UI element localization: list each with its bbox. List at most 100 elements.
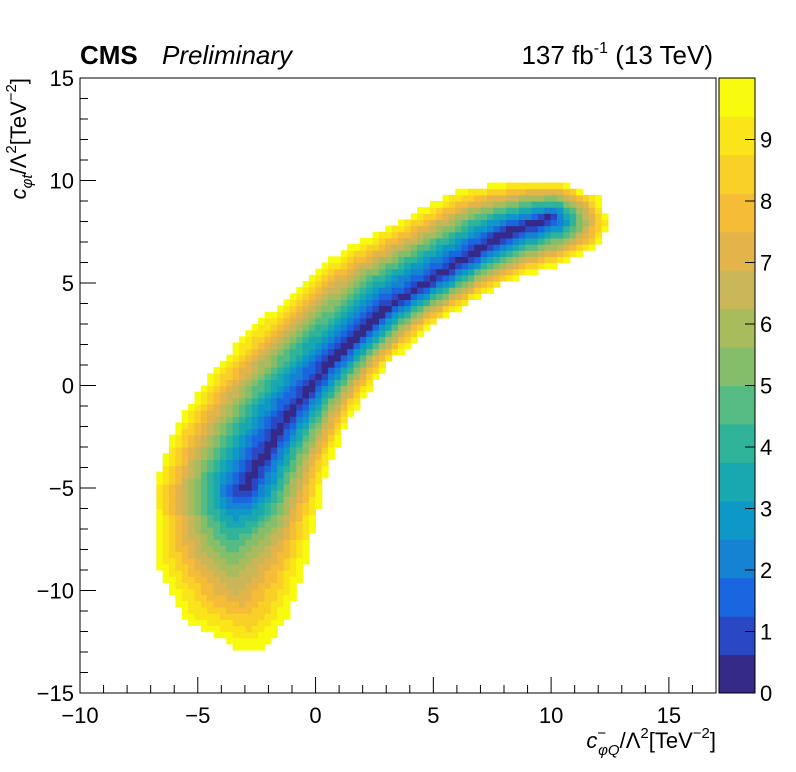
heatmap-cell	[219, 453, 227, 460]
heatmap-cell	[391, 237, 399, 245]
heatmap-cell	[181, 465, 189, 473]
heatmap-cell	[569, 237, 577, 245]
heatmap-cell	[537, 237, 545, 245]
heatmap-cell	[277, 311, 285, 319]
heatmap-cell	[315, 483, 323, 491]
heatmap-cell	[315, 311, 323, 319]
heatmap-cell	[219, 588, 227, 596]
heatmap-cell	[219, 490, 227, 497]
heatmap-cell	[251, 526, 259, 534]
heatmap-cell	[518, 219, 526, 227]
heatmap-cell	[442, 293, 450, 300]
heatmap-cell	[385, 256, 393, 264]
heatmap-cell	[258, 551, 266, 559]
heatmap-cell	[315, 502, 323, 510]
heatmap-cell	[302, 490, 310, 497]
heatmap-cell	[461, 299, 469, 307]
heatmap-cell	[200, 576, 208, 583]
heatmap-cell	[232, 385, 240, 393]
heatmap-cell	[264, 625, 272, 633]
heatmap-cell	[296, 453, 304, 460]
heatmap-cell	[455, 287, 463, 294]
z-tick-label: 6	[760, 312, 772, 337]
heatmap-cell	[518, 262, 526, 270]
heatmap-cell	[340, 330, 348, 337]
heatmap-cell	[302, 311, 310, 319]
heatmap-cell	[194, 434, 202, 442]
heatmap-cell	[359, 305, 367, 313]
heatmap-cell	[334, 305, 342, 313]
heatmap-cell	[347, 367, 355, 374]
heatmap-cell	[404, 342, 412, 350]
heatmap-cell	[436, 305, 444, 313]
heatmap-cell	[429, 317, 437, 325]
heatmap-cell	[200, 422, 208, 430]
heatmap-cell	[461, 244, 469, 251]
heatmap-cell	[531, 268, 539, 276]
heatmap-cell	[595, 207, 603, 214]
heatmap-cell	[169, 533, 176, 540]
heatmap-cell	[258, 330, 266, 337]
heatmap-cell	[258, 416, 266, 423]
heatmap-cell	[239, 631, 246, 639]
heatmap-cell	[283, 545, 291, 553]
heatmap-cell	[340, 354, 348, 362]
heatmap-cell	[544, 231, 552, 239]
heatmap-cell	[461, 231, 469, 239]
heatmap-cell	[321, 459, 329, 467]
heatmap-cell	[181, 508, 189, 516]
heatmap-cell	[353, 342, 361, 350]
heatmap-cell	[277, 563, 285, 571]
heatmap-cell	[194, 514, 202, 522]
heatmap-cell	[544, 194, 552, 202]
heatmap-cell	[175, 582, 183, 590]
heatmap-cell	[283, 483, 291, 491]
heatmap-cell	[200, 447, 208, 454]
heatmap-cell	[518, 213, 526, 221]
color-scale-band	[719, 116, 755, 156]
heatmap-cell	[506, 237, 514, 245]
heatmap-cell	[480, 280, 488, 288]
heatmap-cell	[251, 490, 259, 497]
heatmap-cell	[156, 520, 164, 528]
heatmap-cell	[169, 563, 176, 571]
heatmap-cell	[461, 237, 469, 245]
heatmap-cell	[429, 213, 437, 221]
heatmap-cell	[302, 324, 310, 331]
heatmap-cell	[436, 231, 444, 239]
heatmap-cell	[480, 268, 488, 276]
heatmap-cell	[213, 600, 221, 608]
heatmap-cell	[213, 403, 221, 411]
heatmap-cell	[226, 496, 234, 503]
heatmap-cell	[518, 201, 526, 208]
heatmap-cell	[207, 588, 215, 596]
heatmap-cell	[289, 348, 297, 356]
z-tick-label: 0	[760, 681, 772, 706]
heatmap-cell	[181, 440, 189, 448]
heatmap-cell	[334, 434, 342, 442]
heatmap-cell	[378, 262, 386, 270]
heatmap-cell	[499, 188, 507, 196]
heatmap-cell	[442, 274, 450, 282]
heatmap-cell	[493, 213, 501, 221]
heatmap-cell	[270, 317, 278, 325]
heatmap-cell	[226, 600, 234, 608]
heatmap-cell	[162, 533, 170, 540]
heatmap-cell	[353, 367, 361, 374]
heatmap-cell	[232, 416, 240, 423]
heatmap-cell	[264, 434, 272, 442]
heatmap-cell	[582, 213, 590, 221]
heatmap-cell	[226, 391, 234, 399]
heatmap-cell	[302, 330, 310, 337]
heatmap-cell	[328, 354, 335, 362]
heatmap-cell	[175, 459, 183, 467]
heatmap-cell	[213, 490, 221, 497]
heatmap-cell	[239, 348, 246, 356]
heatmap-cell	[398, 268, 405, 276]
heatmap-cell	[226, 360, 234, 368]
heatmap-cell	[277, 440, 285, 448]
heatmap-cell	[188, 613, 196, 620]
heatmap-cell	[499, 182, 507, 190]
heatmap-cell	[188, 490, 196, 497]
heatmap-cell	[493, 244, 501, 251]
